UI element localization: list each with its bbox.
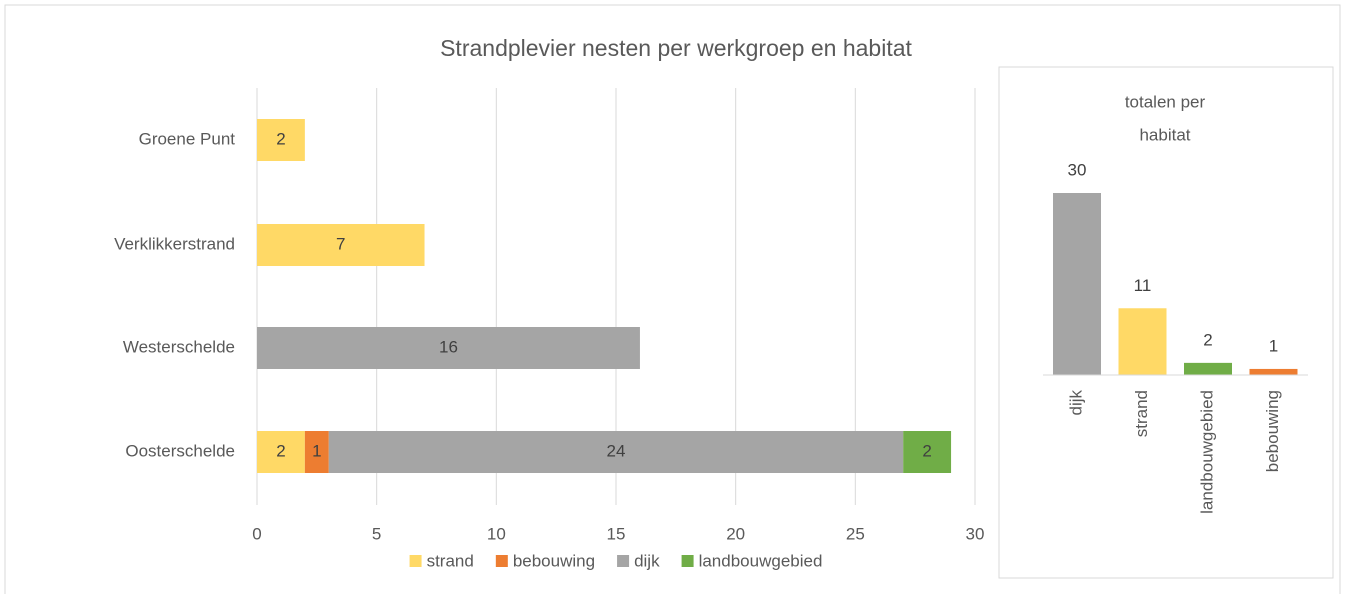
y-tick-label: Westerschelde	[123, 337, 235, 356]
y-tick-label: Groene Punt	[139, 129, 236, 148]
x-tick-label: 0	[252, 524, 261, 543]
bar	[1118, 308, 1167, 375]
x-tick-label: dijk	[1066, 390, 1085, 416]
data-label: 1	[1269, 336, 1278, 355]
bar-segment	[903, 431, 952, 473]
x-tick-label: 20	[726, 524, 745, 543]
x-tick-label: 30	[966, 524, 985, 543]
x-tick-label: landbouwgebied	[1197, 390, 1216, 514]
bar-segment	[257, 224, 425, 266]
x-tick-label: 5	[372, 524, 381, 543]
data-label: 2	[276, 441, 285, 460]
data-label: 11	[1134, 276, 1152, 295]
data-label: 1	[312, 441, 321, 460]
legend-swatch	[409, 555, 422, 567]
bar-segment	[257, 327, 640, 369]
y-tick-label: Verklikkerstrand	[114, 234, 235, 253]
inset-title: habitat	[1139, 125, 1190, 144]
bar	[1184, 362, 1232, 375]
data-label: 2	[922, 441, 931, 460]
legend-label: bebouwing	[513, 551, 595, 570]
data-label: 2	[1203, 330, 1212, 349]
bar	[1249, 368, 1298, 375]
data-label: 30	[1068, 160, 1087, 179]
legend-swatch	[681, 555, 694, 567]
x-tick-label: 10	[487, 524, 506, 543]
bar-segment	[257, 119, 305, 161]
bar-segment	[257, 431, 305, 473]
y-tick-label: Oosterschelde	[125, 441, 235, 460]
legend-label: landbouwgebied	[699, 551, 823, 570]
inset-title: totalen per	[1125, 92, 1206, 111]
legend-swatch	[495, 555, 508, 567]
data-label: 16	[439, 337, 458, 356]
legend-label: strand	[427, 551, 474, 570]
bar	[1053, 193, 1101, 375]
x-tick-label: bebouwing	[1263, 390, 1282, 472]
x-tick-label: strand	[1132, 390, 1151, 437]
data-label: 24	[607, 441, 626, 460]
bar-segment	[304, 431, 329, 473]
x-tick-label: 15	[607, 524, 626, 543]
data-label: 2	[276, 129, 285, 148]
chart-title: Strandplevier nesten per werkgroep en ha…	[440, 35, 912, 61]
x-tick-label: 25	[846, 524, 865, 543]
data-label: 7	[336, 234, 345, 253]
legend-swatch	[617, 555, 630, 567]
legend-label: dijk	[634, 551, 660, 570]
bar-segment	[328, 431, 904, 473]
